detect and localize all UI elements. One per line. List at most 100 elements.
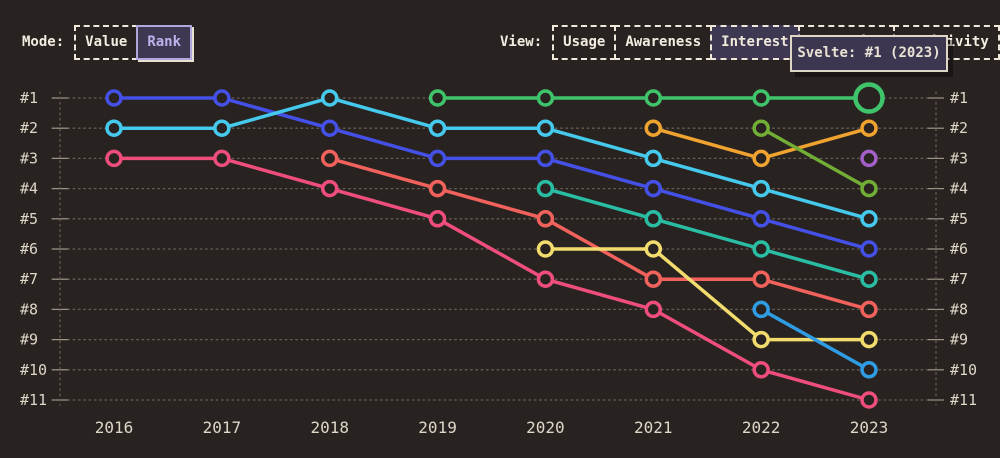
data-point-indigo-blue[interactable]: [213, 89, 231, 107]
series-line-teal: [543, 186, 871, 281]
mode-option-value[interactable]: Value: [74, 25, 139, 60]
data-point-orange[interactable]: [752, 149, 770, 168]
year-label: 2017: [203, 418, 242, 437]
data-point-rose-pink[interactable]: [105, 149, 123, 168]
year-label: 2020: [526, 418, 565, 437]
year-label: 2021: [634, 418, 673, 437]
rank-label-right: #5: [950, 210, 968, 228]
data-point-emerald-green[interactable]: [752, 89, 770, 107]
view-label: View:: [500, 34, 543, 50]
year-label: 2023: [850, 418, 889, 437]
data-point-rose-pink[interactable]: [536, 270, 555, 288]
rank-label-right: #11: [950, 391, 977, 409]
data-point-indigo-blue[interactable]: [644, 179, 663, 198]
data-point-azure-blue[interactable]: [860, 361, 878, 379]
data-point-purple[interactable]: [860, 149, 878, 168]
data-point-cyan[interactable]: [320, 89, 339, 107]
data-point-indigo-blue[interactable]: [860, 240, 878, 258]
rank-label-left: #5: [20, 210, 38, 228]
data-point-yellow[interactable]: [644, 240, 663, 258]
data-point-indigo-blue[interactable]: [428, 149, 447, 168]
data-point-apple-green[interactable]: [860, 179, 878, 198]
rank-label-left: #10: [20, 361, 47, 379]
data-point-coral-red[interactable]: [860, 300, 878, 319]
data-point-rose-pink[interactable]: [213, 149, 231, 168]
rank-label-right: #4: [950, 180, 968, 198]
rank-label-right: #3: [950, 149, 968, 167]
rank-label-right: #7: [950, 270, 968, 288]
mode-toggle-group: Mode: Value Rank: [22, 25, 193, 60]
data-point-indigo-blue[interactable]: [536, 149, 555, 168]
data-point-coral-red[interactable]: [752, 270, 770, 288]
data-point-rose-pink[interactable]: [320, 179, 339, 198]
data-point-rose-pink[interactable]: [860, 391, 878, 409]
data-point-cyan[interactable]: [752, 179, 770, 198]
rank-label-left: #9: [20, 331, 38, 349]
series-line-rose-pink: [112, 156, 871, 402]
data-point-cyan[interactable]: [213, 119, 231, 137]
view-option-interest[interactable]: Interest: [710, 25, 800, 60]
data-point-yellow[interactable]: [752, 330, 770, 349]
view-option-awareness[interactable]: Awareness: [614, 25, 713, 60]
data-point-rose-pink[interactable]: [752, 361, 770, 379]
data-point-orange[interactable]: [860, 119, 878, 137]
series-line-coral-red: [327, 156, 871, 312]
year-label: 2022: [742, 418, 781, 437]
year-label: 2018: [310, 418, 349, 437]
series-line-azure-blue: [759, 307, 871, 372]
data-point-indigo-blue[interactable]: [105, 89, 123, 107]
data-point-teal[interactable]: [752, 240, 770, 258]
rank-label-left: #1: [20, 89, 38, 107]
rank-label-right: #9: [950, 331, 968, 349]
view-option-usage[interactable]: Usage: [552, 25, 617, 60]
data-point-yellow[interactable]: [860, 330, 878, 349]
rank-label-right: #2: [950, 119, 968, 137]
data-point-cyan[interactable]: [536, 119, 555, 137]
data-point-emerald-green[interactable]: [644, 89, 663, 107]
data-point-cyan[interactable]: [428, 119, 447, 137]
rank-label-right: #10: [950, 361, 977, 379]
series-line-cyan: [112, 96, 871, 221]
data-point-teal[interactable]: [860, 270, 878, 288]
year-label: 2019: [418, 418, 457, 437]
rank-label-left: #8: [20, 300, 38, 318]
rank-label-right: #6: [950, 240, 968, 258]
data-point-highlighted[interactable]: [853, 82, 885, 114]
chart-tooltip: Svelte: #1 (2023): [790, 35, 948, 72]
rank-label-left: #3: [20, 149, 38, 167]
data-point-emerald-green[interactable]: [428, 89, 447, 107]
data-point-rose-pink[interactable]: [644, 300, 663, 319]
data-point-cyan[interactable]: [644, 149, 663, 168]
rank-label-right: #1: [950, 89, 968, 107]
data-point-coral-red[interactable]: [320, 149, 339, 168]
rank-label-left: #6: [20, 240, 38, 258]
data-point-teal[interactable]: [644, 210, 663, 228]
rank-label-left: #2: [20, 119, 38, 137]
data-point-coral-red[interactable]: [644, 270, 663, 288]
data-point-emerald-green[interactable]: [536, 89, 555, 107]
data-point-yellow[interactable]: [536, 240, 555, 258]
data-point-azure-blue[interactable]: [752, 300, 770, 319]
mode-option-rank[interactable]: Rank: [136, 25, 193, 60]
data-point-teal[interactable]: [536, 179, 555, 198]
data-point-apple-green[interactable]: [752, 119, 770, 137]
rank-label-left: #11: [20, 391, 47, 409]
data-point-cyan[interactable]: [105, 119, 123, 137]
year-label: 2016: [95, 418, 134, 437]
series-line-indigo-blue: [112, 96, 871, 251]
data-point-cyan[interactable]: [860, 210, 878, 228]
mode-buttons: Value Rank: [74, 25, 193, 60]
data-point-rose-pink[interactable]: [428, 210, 447, 228]
data-point-coral-red[interactable]: [428, 179, 447, 198]
mode-label: Mode:: [22, 34, 65, 50]
data-point-indigo-blue[interactable]: [752, 210, 770, 228]
series-line-apple-green: [759, 126, 871, 191]
rank-label-right: #8: [950, 300, 968, 318]
data-point-orange[interactable]: [644, 119, 663, 137]
rank-label-left: #7: [20, 270, 38, 288]
rank-label-left: #4: [20, 180, 38, 198]
data-point-indigo-blue[interactable]: [320, 119, 339, 137]
data-point-coral-red[interactable]: [536, 210, 555, 228]
